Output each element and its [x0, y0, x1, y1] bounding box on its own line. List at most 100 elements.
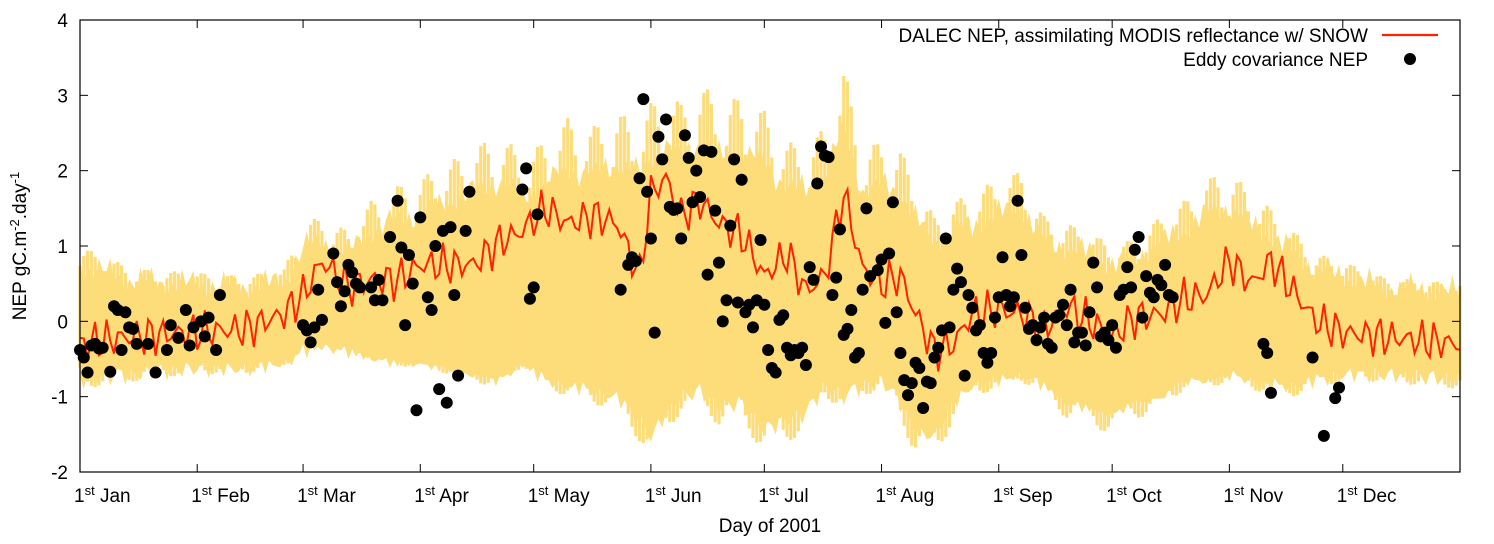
eddy-point [811, 177, 824, 190]
eddy-point [856, 283, 869, 296]
x-axis-title: Day of 2001 [719, 516, 821, 537]
eddy-point [675, 232, 688, 245]
eddy-point [690, 164, 703, 177]
eddy-point [644, 232, 657, 245]
eddy-point [77, 351, 90, 364]
eddy-point [304, 336, 317, 349]
y-tick-label: 3 [57, 86, 68, 107]
x-tick-label: 1st May [528, 483, 590, 508]
y-axis-title: NEP gC.m-2.day-1 [7, 172, 32, 320]
x-tick-label: 1st Oct [1106, 483, 1162, 508]
eddy-point [1007, 291, 1020, 304]
eddy-point [641, 185, 654, 198]
eddy-point [1109, 341, 1122, 354]
legend-line-label: DALEC NEP, assimilating MODIS reflectanc… [898, 26, 1368, 47]
eddy-point [527, 281, 540, 294]
eddy-point [1087, 256, 1100, 269]
eddy-point [822, 151, 835, 164]
eddy-point [712, 256, 725, 269]
eddy-point [183, 339, 196, 352]
y-tick-label: -1 [51, 388, 68, 409]
eddy-point [202, 311, 215, 324]
eddy-point [376, 294, 389, 307]
y-tick-label: -2 [51, 463, 68, 484]
eddy-point [523, 292, 536, 305]
eddy-point [1261, 346, 1274, 359]
eddy-point [414, 211, 427, 224]
eddy-point [629, 255, 642, 268]
eddy-point [327, 247, 340, 260]
x-tick-label: 1st Sep [993, 483, 1053, 508]
legend-points-label: Eddy covariance NEP [1183, 50, 1368, 71]
eddy-point [1053, 309, 1066, 322]
eddy-point [894, 346, 907, 359]
eddy-point [334, 300, 347, 313]
eddy-point [1166, 291, 1179, 304]
eddy-point [463, 185, 476, 198]
eddy-point [860, 202, 873, 215]
y-axis-title-sup1: -2 [7, 219, 22, 231]
eddy-point [614, 283, 627, 296]
x-tick-label: 1st Dec [1337, 483, 1397, 508]
eddy-point [142, 337, 155, 350]
eddy-point [399, 319, 412, 332]
eddy-point [917, 401, 930, 414]
eddy-point [985, 346, 998, 359]
eddy-point [678, 129, 691, 142]
eddy-point [315, 313, 328, 326]
eddy-points-layer [74, 93, 1346, 442]
eddy-point [709, 204, 722, 217]
eddy-point [777, 309, 790, 322]
model-line-layer [79, 171, 1461, 372]
eddy-point [724, 219, 737, 232]
eddy-point [384, 230, 397, 243]
eddy-point [391, 194, 404, 207]
x-tick-label: 1st Nov [1223, 483, 1283, 508]
eddy-point [1045, 341, 1058, 354]
eddy-point [633, 172, 646, 185]
eddy-point [648, 326, 661, 339]
eddy-point [826, 288, 839, 301]
eddy-point [1155, 279, 1168, 292]
eddy-point [637, 93, 650, 106]
eddy-point [126, 322, 139, 335]
eddy-point [905, 377, 918, 390]
eddy-point [164, 319, 177, 332]
eddy-point [444, 221, 457, 234]
y-tick-label: 1 [57, 237, 68, 258]
eddy-point [429, 240, 442, 252]
x-tick-label: 1st Apr [414, 483, 469, 508]
eddy-point [96, 341, 109, 354]
eddy-point [682, 151, 695, 164]
eddy-point [160, 343, 173, 356]
eddy-point [213, 288, 226, 301]
model-nep-line [79, 171, 1461, 372]
eddy-point [852, 346, 865, 359]
eddy-point [833, 223, 846, 236]
eddy-point [531, 208, 544, 221]
eddy-point [1057, 298, 1070, 311]
eddy-point [924, 377, 937, 390]
eddy-point [433, 383, 446, 396]
eddy-point [951, 262, 964, 275]
eddy-point [104, 365, 117, 378]
eddy-point [886, 196, 899, 209]
eddy-point [701, 268, 714, 281]
eddy-point [1106, 319, 1119, 332]
eddy-point [81, 366, 94, 379]
eddy-point [1128, 243, 1141, 256]
eddy-point [1159, 258, 1172, 271]
eddy-point [954, 276, 967, 289]
eddy-point [807, 273, 820, 286]
eddy-point [841, 322, 854, 335]
eddy-point [1317, 429, 1330, 442]
x-axis-ticks: 1st Jan 1st Feb 1st Mar 1st Apr 1st May 1st J… [74, 20, 1397, 507]
eddy-point [1264, 386, 1277, 399]
eddy-point [1102, 334, 1115, 347]
eddy-point [1329, 392, 1342, 405]
y-tick-label: 4 [57, 11, 68, 32]
eddy-point [943, 321, 956, 334]
eddy-point [981, 356, 994, 369]
eddy-point [962, 288, 975, 301]
eddy-point [845, 304, 858, 317]
